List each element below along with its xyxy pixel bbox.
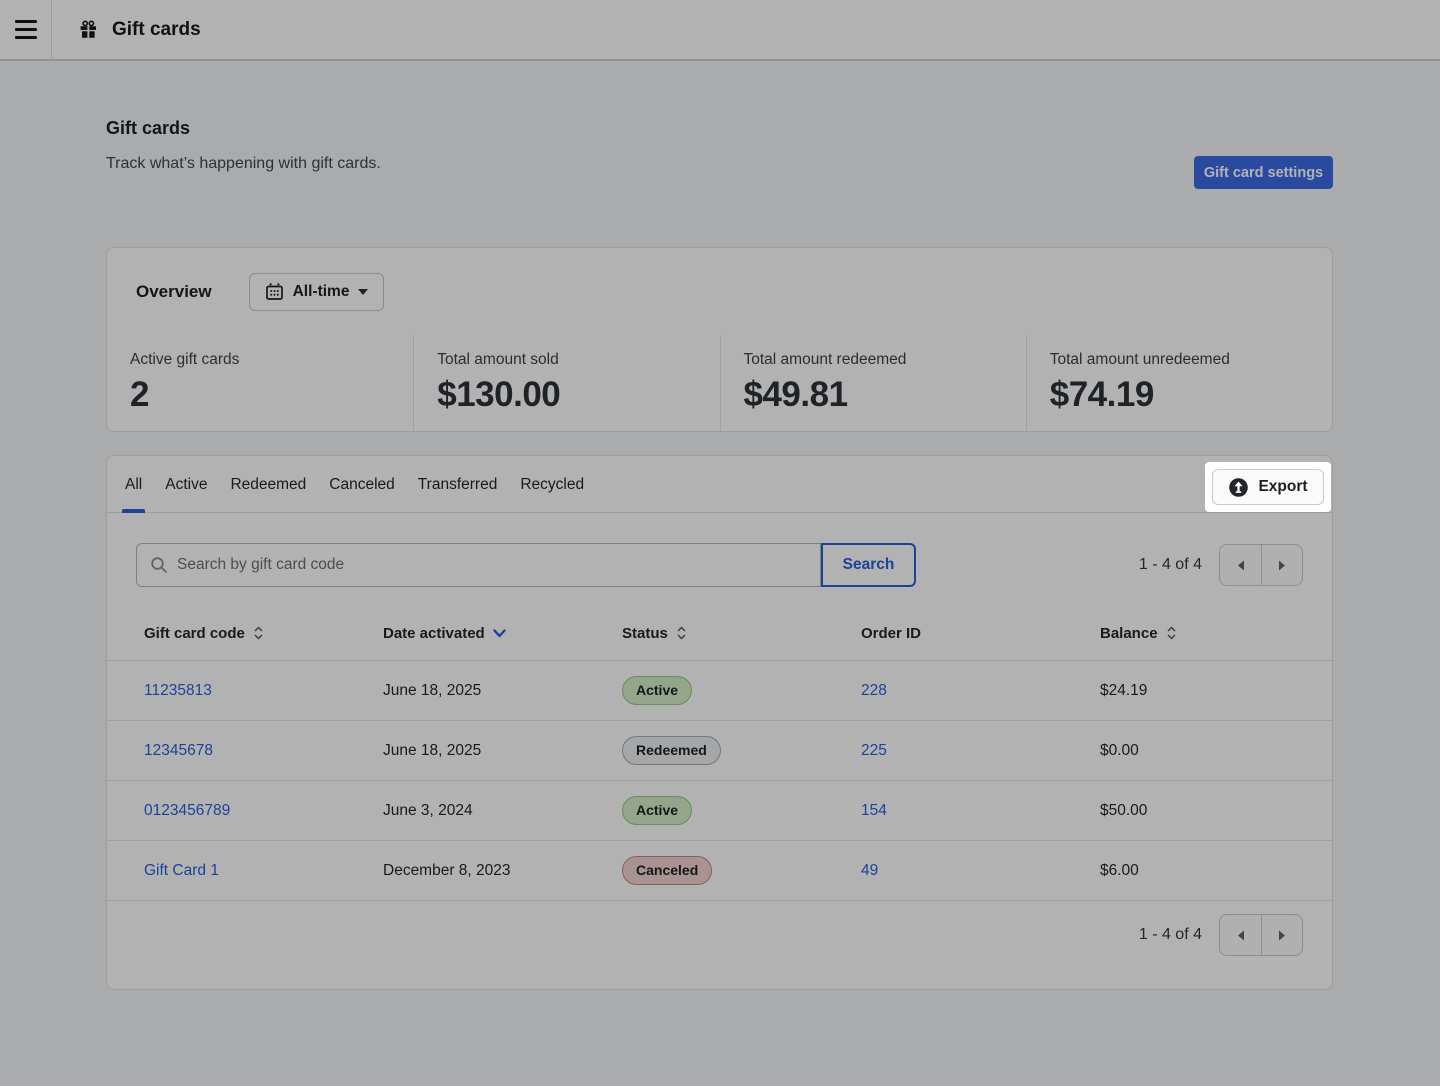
export-button[interactable]: Export: [1212, 469, 1324, 505]
hamburger-menu-button[interactable]: [0, 0, 52, 59]
column-status[interactable]: Status: [622, 625, 861, 642]
tab-canceled[interactable]: Canceled: [329, 475, 395, 493]
page-subtitle: Track what’s happening with gift cards.: [106, 155, 381, 172]
gift-card-code-link[interactable]: 0123456789: [144, 801, 231, 819]
table-row: 12345678 June 18, 2025 Redeemed 225 $0.00: [107, 721, 1332, 781]
status-badge: Active: [622, 676, 693, 705]
previous-page-button[interactable]: [1220, 915, 1261, 955]
sort-icon: [253, 626, 264, 640]
sort-icon: [676, 626, 687, 640]
pagination-top: 1 - 4 of 4: [1139, 544, 1303, 586]
gift-card-code-link[interactable]: Gift Card 1: [144, 861, 219, 879]
hamburger-icon: [14, 20, 37, 23]
table-header: Gift card code Date activated Status Ord…: [107, 606, 1332, 661]
export-button-label: Export: [1258, 478, 1308, 495]
date-activated-cell: June 18, 2025: [383, 741, 482, 759]
date-range-dropdown[interactable]: All-time: [248, 272, 385, 311]
gift-card-code-link[interactable]: 12345678: [144, 741, 213, 759]
search-input[interactable]: [177, 556, 820, 574]
tab-active[interactable]: Active: [165, 475, 208, 493]
date-activated-cell: June 3, 2024: [383, 801, 473, 819]
balance-cell: $24.19: [1100, 681, 1148, 699]
search-button[interactable]: Search: [821, 543, 916, 587]
table-row: 0123456789 June 3, 2024 Active 154 $50.00: [107, 781, 1332, 841]
export-spotlight: Export: [1205, 462, 1331, 512]
date-range-label: All-time: [292, 282, 350, 300]
topbar-title: Gift cards: [112, 18, 201, 40]
chevron-right-icon: [1279, 930, 1285, 940]
status-badge: Active: [622, 796, 693, 825]
search-box: [136, 543, 821, 587]
table-body: 11235813 June 18, 2025 Active 228 $24.19 1234…: [107, 661, 1332, 901]
previous-page-button[interactable]: [1220, 545, 1261, 585]
tabs: All Active Redeemed Canceled Transferred Recy…: [107, 456, 1332, 513]
pagination-bottom: 1 - 4 of 4: [1139, 914, 1303, 956]
status-badge: Canceled: [622, 856, 713, 885]
chevron-down-icon: [358, 288, 369, 295]
table-row: 11235813 June 18, 2025 Active 228 $24.19: [107, 661, 1332, 721]
stat-total-redeemed: Total amount redeemed $49.81: [719, 335, 1026, 431]
tab-redeemed[interactable]: Redeemed: [230, 475, 307, 493]
date-activated-cell: June 18, 2025: [383, 681, 482, 699]
next-page-button[interactable]: [1261, 915, 1302, 955]
sort-desc-icon: [493, 628, 506, 638]
column-date-activated[interactable]: Date activated: [383, 625, 622, 642]
overview-title: Overview: [136, 281, 212, 301]
order-id-link[interactable]: 228: [861, 681, 887, 699]
stat-total-sold: Total amount sold $130.00: [413, 335, 719, 431]
column-gift-card-code[interactable]: Gift card code: [144, 625, 383, 642]
sort-icon: [1166, 626, 1177, 640]
column-balance[interactable]: Balance: [1100, 625, 1332, 642]
balance-cell: $0.00: [1100, 741, 1139, 759]
tab-transferred[interactable]: Transferred: [417, 475, 498, 493]
gift-card-settings-button[interactable]: Gift card settings: [1194, 156, 1333, 189]
stat-total-unredeemed: Total amount unredeemed $74.19: [1025, 335, 1332, 431]
order-id-link[interactable]: 154: [861, 801, 887, 819]
gift-card-table-card: All Active Redeemed Canceled Transferred Recy…: [106, 455, 1333, 990]
topbar: Gift cards: [0, 0, 1440, 61]
search-icon: [150, 556, 168, 574]
stats-row: Active gift cards 2 Total amount sold $1…: [107, 335, 1332, 431]
next-page-button[interactable]: [1261, 545, 1302, 585]
pagination-label: 1 - 4 of 4: [1138, 556, 1202, 573]
status-badge: Redeemed: [622, 736, 721, 765]
tab-recycled[interactable]: Recycled: [520, 475, 585, 493]
balance-cell: $50.00: [1100, 801, 1148, 819]
order-id-link[interactable]: 49: [861, 861, 879, 879]
page-title: Gift cards: [106, 118, 191, 138]
overview-card: Overview All-time Active gift cards 2 To…: [106, 247, 1333, 432]
column-order-id: Order ID: [861, 624, 922, 642]
stat-active-gift-cards: Active gift cards 2: [130, 351, 240, 414]
gift-icon: [78, 20, 99, 40]
export-icon: [1228, 477, 1249, 498]
calendar-icon: [265, 282, 284, 301]
balance-cell: $6.00: [1100, 861, 1139, 879]
chevron-left-icon: [1237, 930, 1244, 940]
chevron-left-icon: [1237, 560, 1244, 570]
order-id-link[interactable]: 225: [861, 741, 887, 759]
date-activated-cell: December 8, 2023: [383, 861, 511, 879]
table-row: Gift Card 1 December 8, 2023 Canceled 49 $6.…: [107, 841, 1332, 901]
tab-all[interactable]: All: [121, 456, 146, 513]
pagination-label: 1 - 4 of 4: [1138, 926, 1202, 943]
chevron-right-icon: [1279, 560, 1285, 570]
gift-card-code-link[interactable]: 11235813: [144, 681, 212, 699]
